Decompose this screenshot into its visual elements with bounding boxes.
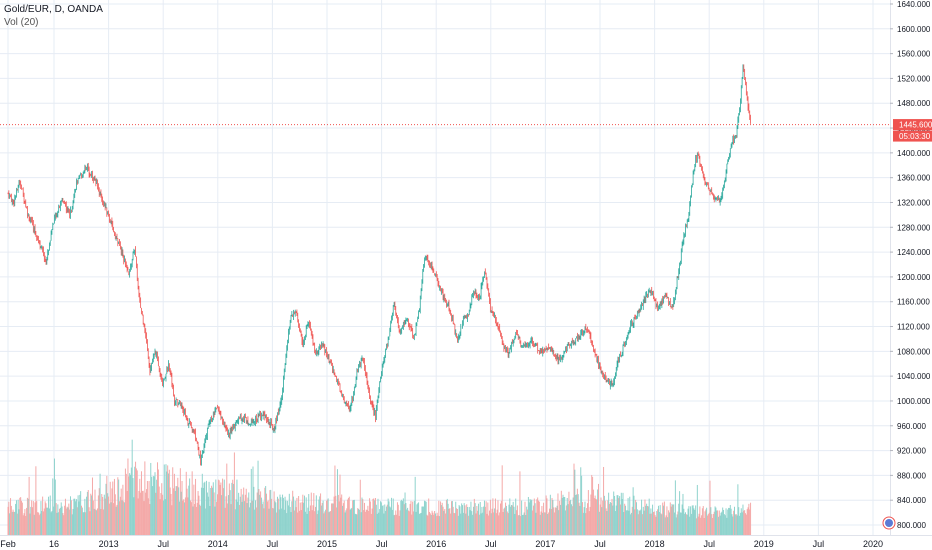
y-tick-label: 1160.000 (897, 298, 930, 307)
x-tick-label: 2014 (208, 539, 228, 549)
y-tick-label: 1520.000 (897, 74, 931, 83)
y-tick-label: 840.000 (897, 496, 926, 505)
y-tick-label: 1000.000 (897, 397, 931, 406)
x-tick-label: 16 (49, 539, 59, 549)
y-tick-label: 1080.000 (897, 347, 931, 356)
x-tick-label: 2013 (99, 539, 119, 549)
y-tick-label: 1200.000 (897, 273, 931, 282)
y-tick-label: 880.000 (897, 471, 926, 480)
y-tick-label: 1400.000 (897, 149, 931, 158)
last-price-tag (893, 119, 932, 131)
y-tick-label: 1640.000 (897, 0, 931, 9)
y-tick-label: 800.000 (897, 521, 926, 530)
x-tick-label: Jul (157, 539, 169, 549)
y-tick-label: 960.000 (897, 422, 926, 431)
x-tick-label: Feb (0, 539, 16, 549)
x-tick-label: 2019 (754, 539, 774, 549)
indicator-legend[interactable]: Vol (20) (4, 17, 39, 28)
countdown-label: 05:03:30 (899, 132, 931, 141)
symbol-legend[interactable]: Gold/EUR, D, OANDA (4, 4, 103, 15)
x-tick-label: Jul (376, 539, 388, 549)
y-tick-label: 920.000 (897, 447, 926, 456)
y-tick-label: 1600.000 (897, 25, 931, 34)
time-axis[interactable]: Feb 16 2013 Jul 2014 Jul 2015 Jul 2016 Jul 2017 Jul… (0, 539, 883, 549)
x-tick-label: Jul (267, 539, 279, 549)
chart-grid (0, 0, 890, 535)
volume-bars (7, 439, 752, 535)
last-price-label: 1445.600 (899, 121, 932, 130)
y-tick-label: 1240.000 (897, 248, 931, 257)
x-tick-label: Jul (813, 539, 825, 549)
y-tick-label: 1120.000 (897, 323, 930, 332)
x-tick-label: 2018 (645, 539, 665, 549)
x-tick-label: Jul (703, 539, 715, 549)
y-tick-label: 1360.000 (897, 174, 931, 183)
x-tick-label: 2020 (863, 539, 883, 549)
y-tick-label: 1280.000 (897, 223, 931, 232)
y-tick-label: 1040.000 (897, 372, 931, 381)
y-tick-label: 1560.000 (897, 50, 931, 59)
x-tick-label: Jul (485, 539, 497, 549)
candlesticks (7, 64, 751, 466)
x-tick-label: 2016 (426, 539, 446, 549)
price-tag: 1445.600 05:03:30 (893, 119, 932, 142)
volume-indicator-icon[interactable] (882, 516, 896, 530)
y-tick-label: 1480.000 (897, 99, 931, 108)
x-tick-label: 2015 (317, 539, 337, 549)
countdown-tag (893, 130, 932, 142)
x-tick-label: Jul (594, 539, 606, 549)
price-axis[interactable]: 1640.000 1600.000 1560.000 1520.000 1480.000… (890, 0, 931, 530)
x-tick-label: 2017 (535, 539, 555, 549)
y-tick-label: 1320.000 (897, 198, 931, 207)
